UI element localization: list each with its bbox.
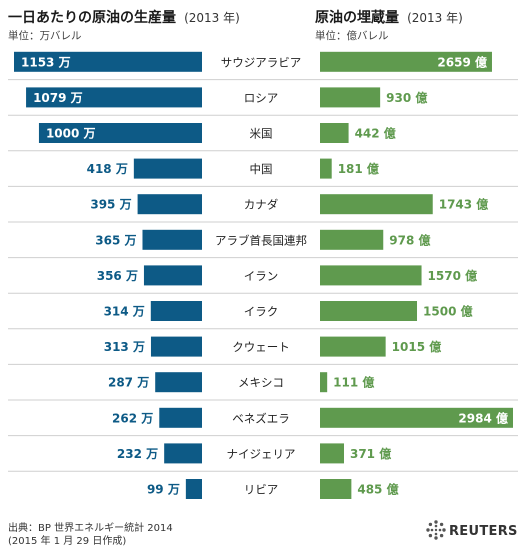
left-title-main: 一日あたりの原油の生産量 [8,9,176,26]
reserves-bar [320,51,492,72]
reserves-bar [320,158,332,179]
reserves-bar [320,194,433,215]
country-label: イラク [244,305,279,319]
right-title-main: 原油の埋蔵量 [315,9,399,26]
country-label: サウジアラビア [221,55,302,69]
reserves-value-label: 930 億 [386,90,427,105]
production-bar [159,407,202,428]
left-title: 一日あたりの原油の生産量 (2013 年) [8,7,240,26]
reserves-value-label: 485 億 [357,482,398,497]
production-bar [133,158,202,179]
production-value-label: 395 万 [90,198,131,212]
production-bar [150,301,202,321]
production-value-label: 232 万 [117,447,158,461]
right-unit-label: 単位：億バレル [315,29,389,42]
reserves-value-label: 1015 億 [392,339,442,354]
production-value-label: 314 万 [104,305,145,319]
reserves-bar [320,372,328,393]
production-bar [185,479,202,499]
production-value-label: 356 万 [97,269,138,283]
production-bar [142,229,202,250]
country-label: 中国 [250,162,273,176]
country-label: ナイジェリア [227,447,296,461]
production-bar [14,51,202,72]
chart-rows: 1153 万 サウジアラビア 2659 億 1079 万 ロシア 930 億 1000 万 米… [8,51,518,499]
reserves-value-label: 1743 億 [439,197,489,212]
production-value-label: 313 万 [104,340,145,354]
reserves-bar [320,265,422,286]
reserves-bar [320,407,513,428]
reserves-value-label: 1500 億 [423,304,473,319]
reserves-value-label: 181 億 [338,161,379,176]
source-note: 出典：BP 世界エネルギー統計 2014 [8,521,173,534]
right-title: 原油の埋蔵量 (2013 年) [315,7,463,26]
production-value-label: 1079 万 [33,91,83,105]
reuters-logo-icon [426,520,446,540]
reserves-value-label: 442 億 [355,126,396,141]
production-bar [143,265,202,286]
reserves-value-label: 2659 億 [437,54,487,69]
reserves-bar [320,301,418,321]
production-bar [155,372,202,393]
country-label: イラン [244,269,279,283]
reserves-bar [320,443,344,464]
production-bar [164,443,202,464]
production-value-label: 418 万 [87,162,128,176]
production-value-label: 1000 万 [46,127,96,141]
production-value-label: 1153 万 [21,55,71,69]
reserves-value-label: 2984 億 [458,410,508,425]
left-title-year: (2013 年) [184,11,240,25]
reserves-bar [320,229,384,250]
country-label: 米国 [250,127,273,141]
country-label: ロシア [244,91,279,105]
right-title-year: (2013 年) [407,11,463,25]
left-unit-label: 単位：万バレル [8,29,82,42]
reserves-value-label: 978 億 [389,232,430,247]
production-bar [38,123,202,143]
reserves-bar [320,87,381,108]
country-label: クウェート [232,340,290,354]
production-value-label: 99 万 [147,483,180,497]
production-bar [26,87,202,108]
country-label: アラブ首長国連邦 [215,233,307,247]
country-label: ベネズエラ [232,411,290,425]
reuters-logo: REUTERS [426,520,518,540]
date-note: (2015 年 1 月 29 日作成) [8,534,126,547]
country-label: メキシコ [238,376,284,390]
production-bar [150,336,202,357]
production-value-label: 365 万 [95,233,136,247]
country-label: カナダ [244,198,279,212]
country-label: リビア [244,483,279,497]
reserves-value-label: 111 億 [333,375,374,390]
production-value-label: 287 万 [108,376,149,390]
production-value-label: 262 万 [112,411,153,425]
reserves-bar [320,336,386,357]
reserves-value-label: 1570 億 [428,268,478,283]
reserves-value-label: 371 億 [350,446,391,461]
reserves-bar [320,123,349,143]
production-bar [137,194,202,215]
reserves-bar [320,479,352,499]
reuters-logo-text: REUTERS [449,524,518,539]
